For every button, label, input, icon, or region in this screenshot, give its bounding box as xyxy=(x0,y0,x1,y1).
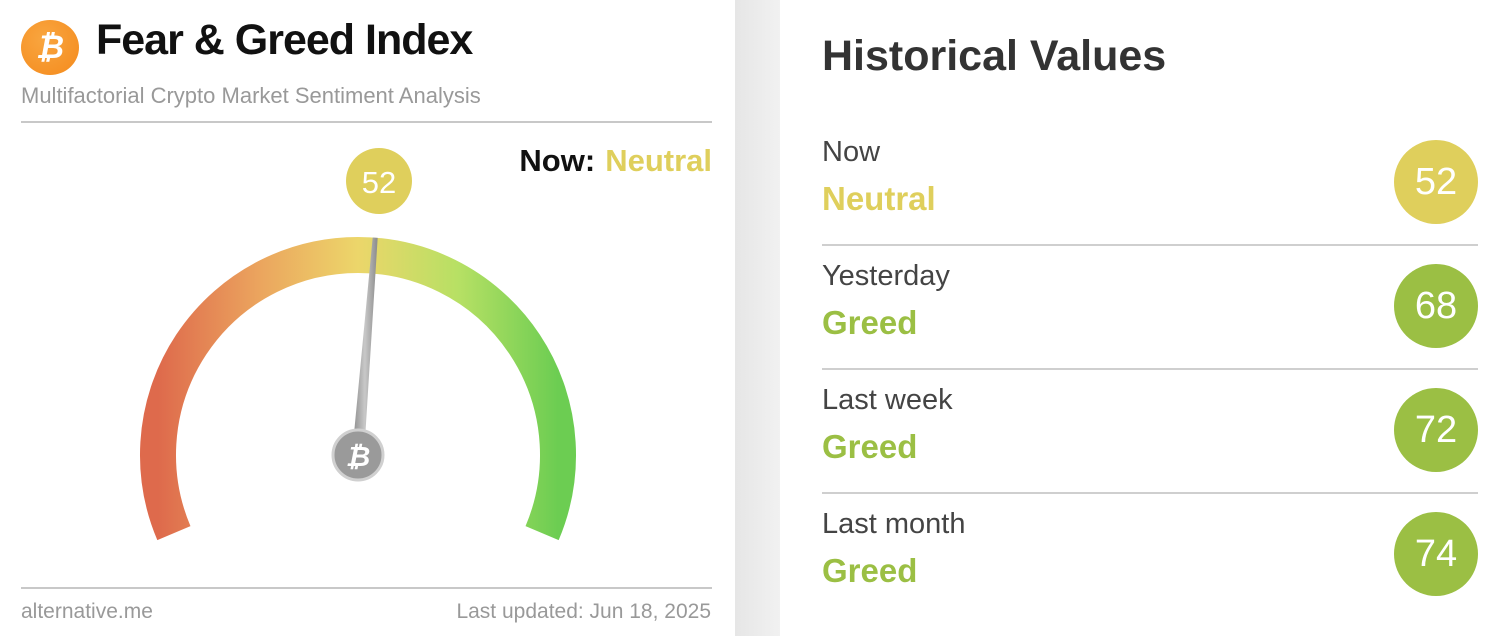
last-updated: Last updated: Jun 18, 2025 xyxy=(456,600,711,623)
page-title: Fear & Greed Index xyxy=(96,16,473,64)
row-value-badge: 72 xyxy=(1394,388,1478,472)
gauge-needle xyxy=(352,237,378,456)
bitcoin-icon: ₿ xyxy=(21,20,79,75)
gauge: 52 ₿ xyxy=(140,148,576,541)
now-classification: Neutral xyxy=(605,143,712,178)
historical-row-yesterday: Yesterday Greed 68 xyxy=(822,246,1478,370)
row-label: Last week xyxy=(822,384,953,416)
divider xyxy=(21,121,712,123)
row-value-badge: 68 xyxy=(1394,264,1478,348)
divider xyxy=(822,368,1478,370)
source-link[interactable]: alternative.me xyxy=(21,600,153,623)
now-label: Now: xyxy=(519,143,596,178)
historical-row-now: Now Neutral 52 xyxy=(822,122,1478,246)
row-value-badge: 74 xyxy=(1394,512,1478,596)
row-classification: Neutral xyxy=(822,180,936,217)
row-label: Now xyxy=(822,136,881,168)
panel-gap xyxy=(735,0,780,636)
divider xyxy=(822,492,1478,494)
row-classification: Greed xyxy=(822,552,918,589)
historical-title: Historical Values xyxy=(822,32,1167,80)
fear-greed-panel: ₿ Fear & Greed Index Multifactorial Cryp… xyxy=(0,0,735,636)
divider xyxy=(822,244,1478,246)
row-classification: Greed xyxy=(822,304,918,341)
now-status: Now: Neutral xyxy=(519,143,712,179)
historical-row-last-month: Last month Greed 74 xyxy=(822,494,1478,618)
row-value-badge: 52 xyxy=(1394,140,1478,224)
needle-pivot xyxy=(331,428,385,482)
gauge-value-bubble xyxy=(346,148,412,214)
historical-panel: Historical Values Now Neutral 52 Yesterd… xyxy=(780,0,1496,636)
bitcoin-icon: ₿ xyxy=(346,440,371,473)
divider xyxy=(21,587,712,589)
gauge-value-label: 52 xyxy=(362,165,396,200)
historical-row-last-week: Last week Greed 72 xyxy=(822,370,1478,494)
row-classification: Greed xyxy=(822,428,918,465)
row-label: Last month xyxy=(822,508,966,540)
gauge-arc xyxy=(140,237,576,541)
page-subtitle: Multifactorial Crypto Market Sentiment A… xyxy=(21,83,481,108)
row-label: Yesterday xyxy=(822,260,950,292)
